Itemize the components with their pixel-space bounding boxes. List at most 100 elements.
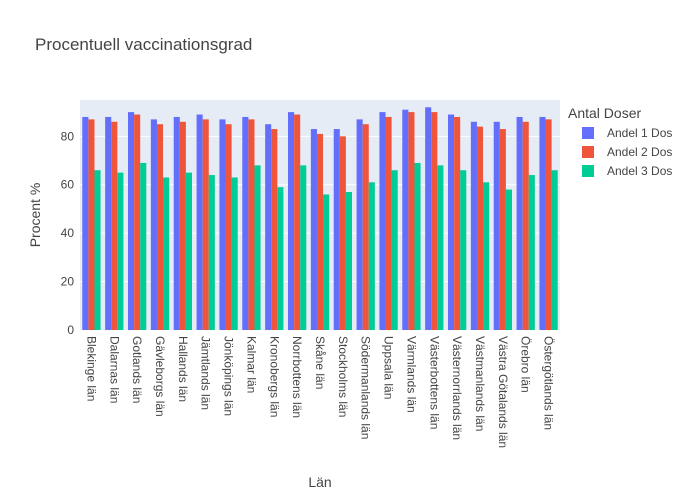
x-tick-label: Västra Götalands län [496,336,510,448]
bar [516,116,523,331]
bar [196,114,203,331]
bar [339,136,346,330]
x-tick-label: Dalarnas län [107,336,121,403]
bar [454,116,461,331]
bar [231,177,238,330]
legend-swatch [582,127,594,139]
bar [202,119,209,330]
bar [402,109,409,331]
bar [425,107,432,331]
bar [173,116,180,331]
bar [156,124,164,330]
bar [300,165,307,330]
x-tick-label: Jämtlands län [199,336,213,410]
x-tick-label: Stockholms län [336,336,350,417]
bar [185,172,192,330]
x-tick-label: Örebro län [519,336,533,393]
bar [179,121,186,330]
x-tick-label: Västernorrlands län [450,336,464,440]
bar [219,119,226,330]
bar [208,175,215,330]
bar [470,121,477,330]
bar [294,114,301,331]
bar [408,112,415,331]
bar [242,116,249,331]
bar [545,119,552,330]
bar [248,119,255,330]
bar [414,162,421,330]
bar [448,114,455,331]
x-tick-label: Jönköpings län [222,336,236,416]
bar [551,170,558,330]
bar [271,129,278,330]
x-tick-label: Skåne län [313,336,327,389]
bar [88,119,95,330]
bar [117,172,124,330]
legend-title: Antal Doser [568,105,641,121]
bar [476,126,484,330]
bar [288,112,295,331]
bar [128,112,135,331]
y-tick-label: 0 [67,323,74,337]
bar [505,189,512,330]
bar [379,112,386,331]
bar [150,119,157,330]
bar [140,162,147,330]
bar [539,116,546,331]
bar [499,129,506,330]
bar [254,165,261,330]
x-tick-label: Uppsala län [382,336,396,399]
y-tick-label: 40 [61,226,75,240]
bar [493,121,500,330]
x-tick-label: Hallands län [176,336,190,402]
bar [528,175,535,330]
y-axis-label: Procent % [27,183,43,248]
legend: Antal Doser Andel 1 Dos Andel 2 Dos Andel … [568,105,672,178]
bar [111,121,118,330]
x-tick-label: Gotlands län [130,336,144,403]
legend-entry: Andel 1 Dos [607,126,672,140]
legend-entry: Andel 2 Dos [607,145,672,159]
bar [483,182,490,330]
bar [323,194,330,330]
y-axis-ticks: 0 20 40 60 80 [61,129,75,337]
x-tick-label: Värmlands län [404,336,418,413]
x-tick-label: Västmanlands län [473,336,487,431]
x-tick-label: Gävleborgs län [153,336,167,417]
bar [134,114,141,331]
bar [82,116,89,331]
bar [362,124,369,330]
bar [522,121,529,330]
legend-swatch [582,165,594,177]
bar [385,116,392,331]
bar [356,119,363,330]
bar [105,116,112,331]
bar [277,187,284,330]
x-tick-label: Östergötlands län [542,336,556,430]
legend-entry: Andel 3 Dos [607,164,672,178]
x-axis-label: Län [308,474,331,490]
bar [316,133,324,330]
bar [460,170,467,330]
x-tick-label: Kronobergs län [267,336,281,417]
bar [437,165,444,330]
x-axis-ticks: Blekinge län Dalarnas län Gotlands län Gävl… [84,336,555,448]
y-tick-label: 60 [61,178,75,192]
bar [94,170,101,330]
bar [265,124,272,330]
bar [431,112,438,331]
bar [391,170,398,330]
bar [225,124,232,330]
x-tick-label: Västerbottens län [427,336,441,429]
bars [82,107,558,331]
bar [163,177,170,330]
bar [368,182,375,330]
x-tick-label: Södermanlands län [359,336,373,439]
y-tick-label: 20 [61,275,75,289]
y-tick-label: 80 [61,129,75,143]
x-tick-label: Kalmar län [244,336,258,393]
bar [333,129,340,330]
bar [310,129,317,330]
x-tick-label: Blekinge län [84,336,98,401]
